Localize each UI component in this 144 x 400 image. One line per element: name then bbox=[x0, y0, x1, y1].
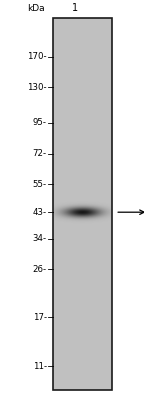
Bar bbox=[53, 18, 112, 390]
Text: 170-: 170- bbox=[27, 52, 47, 62]
Text: 1: 1 bbox=[72, 3, 78, 13]
Text: kDa: kDa bbox=[27, 4, 44, 13]
Text: 11-: 11- bbox=[33, 362, 47, 371]
Text: 130-: 130- bbox=[27, 83, 47, 92]
Text: 26-: 26- bbox=[33, 264, 47, 274]
Text: 17-: 17- bbox=[33, 312, 47, 322]
Text: 34-: 34- bbox=[33, 234, 47, 243]
Text: 95-: 95- bbox=[33, 118, 47, 127]
Text: 55-: 55- bbox=[33, 180, 47, 189]
Text: 72-: 72- bbox=[33, 150, 47, 158]
Text: 43-: 43- bbox=[33, 208, 47, 217]
